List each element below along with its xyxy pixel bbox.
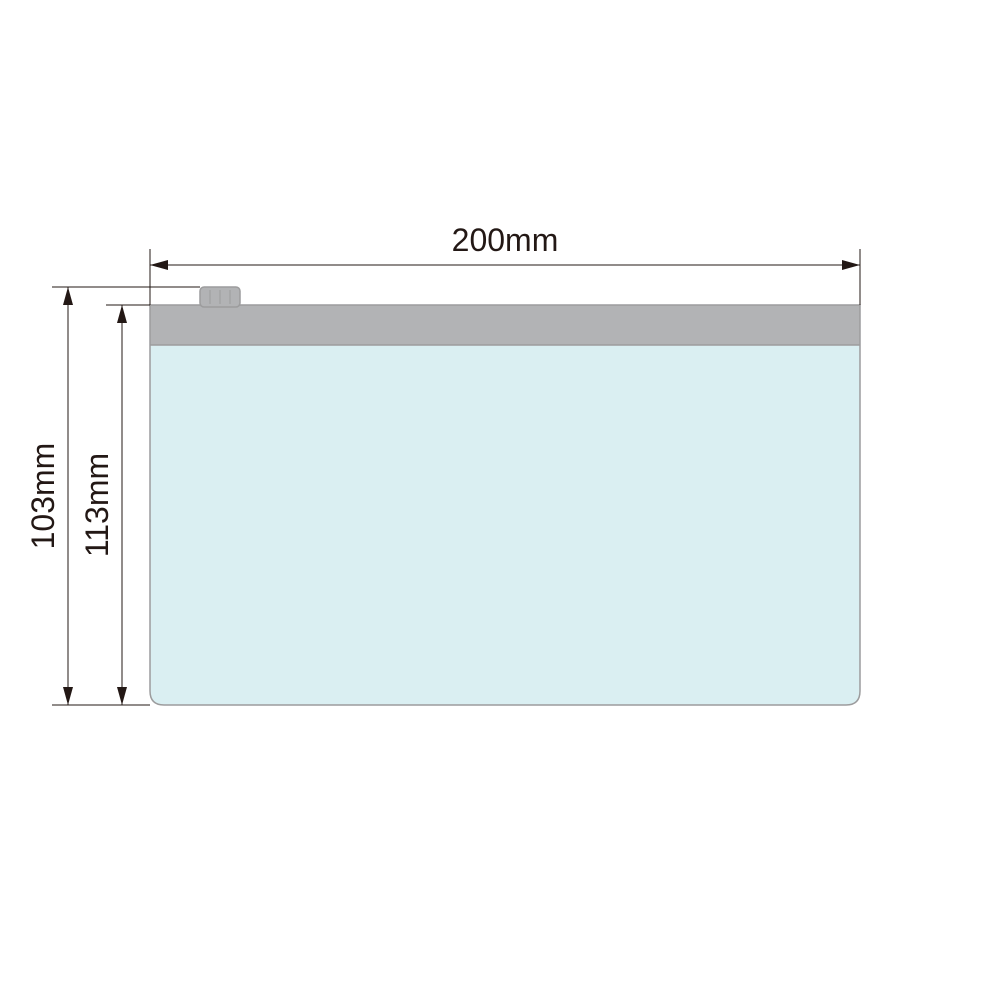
dimension-arrow [117, 687, 127, 705]
dimension-arrow [63, 687, 73, 705]
dimension-arrow [63, 287, 73, 305]
dimension-label-width: 200mm [452, 222, 559, 258]
dimension-arrow [117, 305, 127, 323]
dimension-label-height-outer: 103mm [25, 443, 61, 550]
dimension-arrow [150, 260, 168, 270]
pouch-body [150, 345, 860, 705]
dimension-label-height-inner: 113mm [79, 453, 115, 557]
dimension-arrow [842, 260, 860, 270]
zipper-band [150, 305, 860, 345]
